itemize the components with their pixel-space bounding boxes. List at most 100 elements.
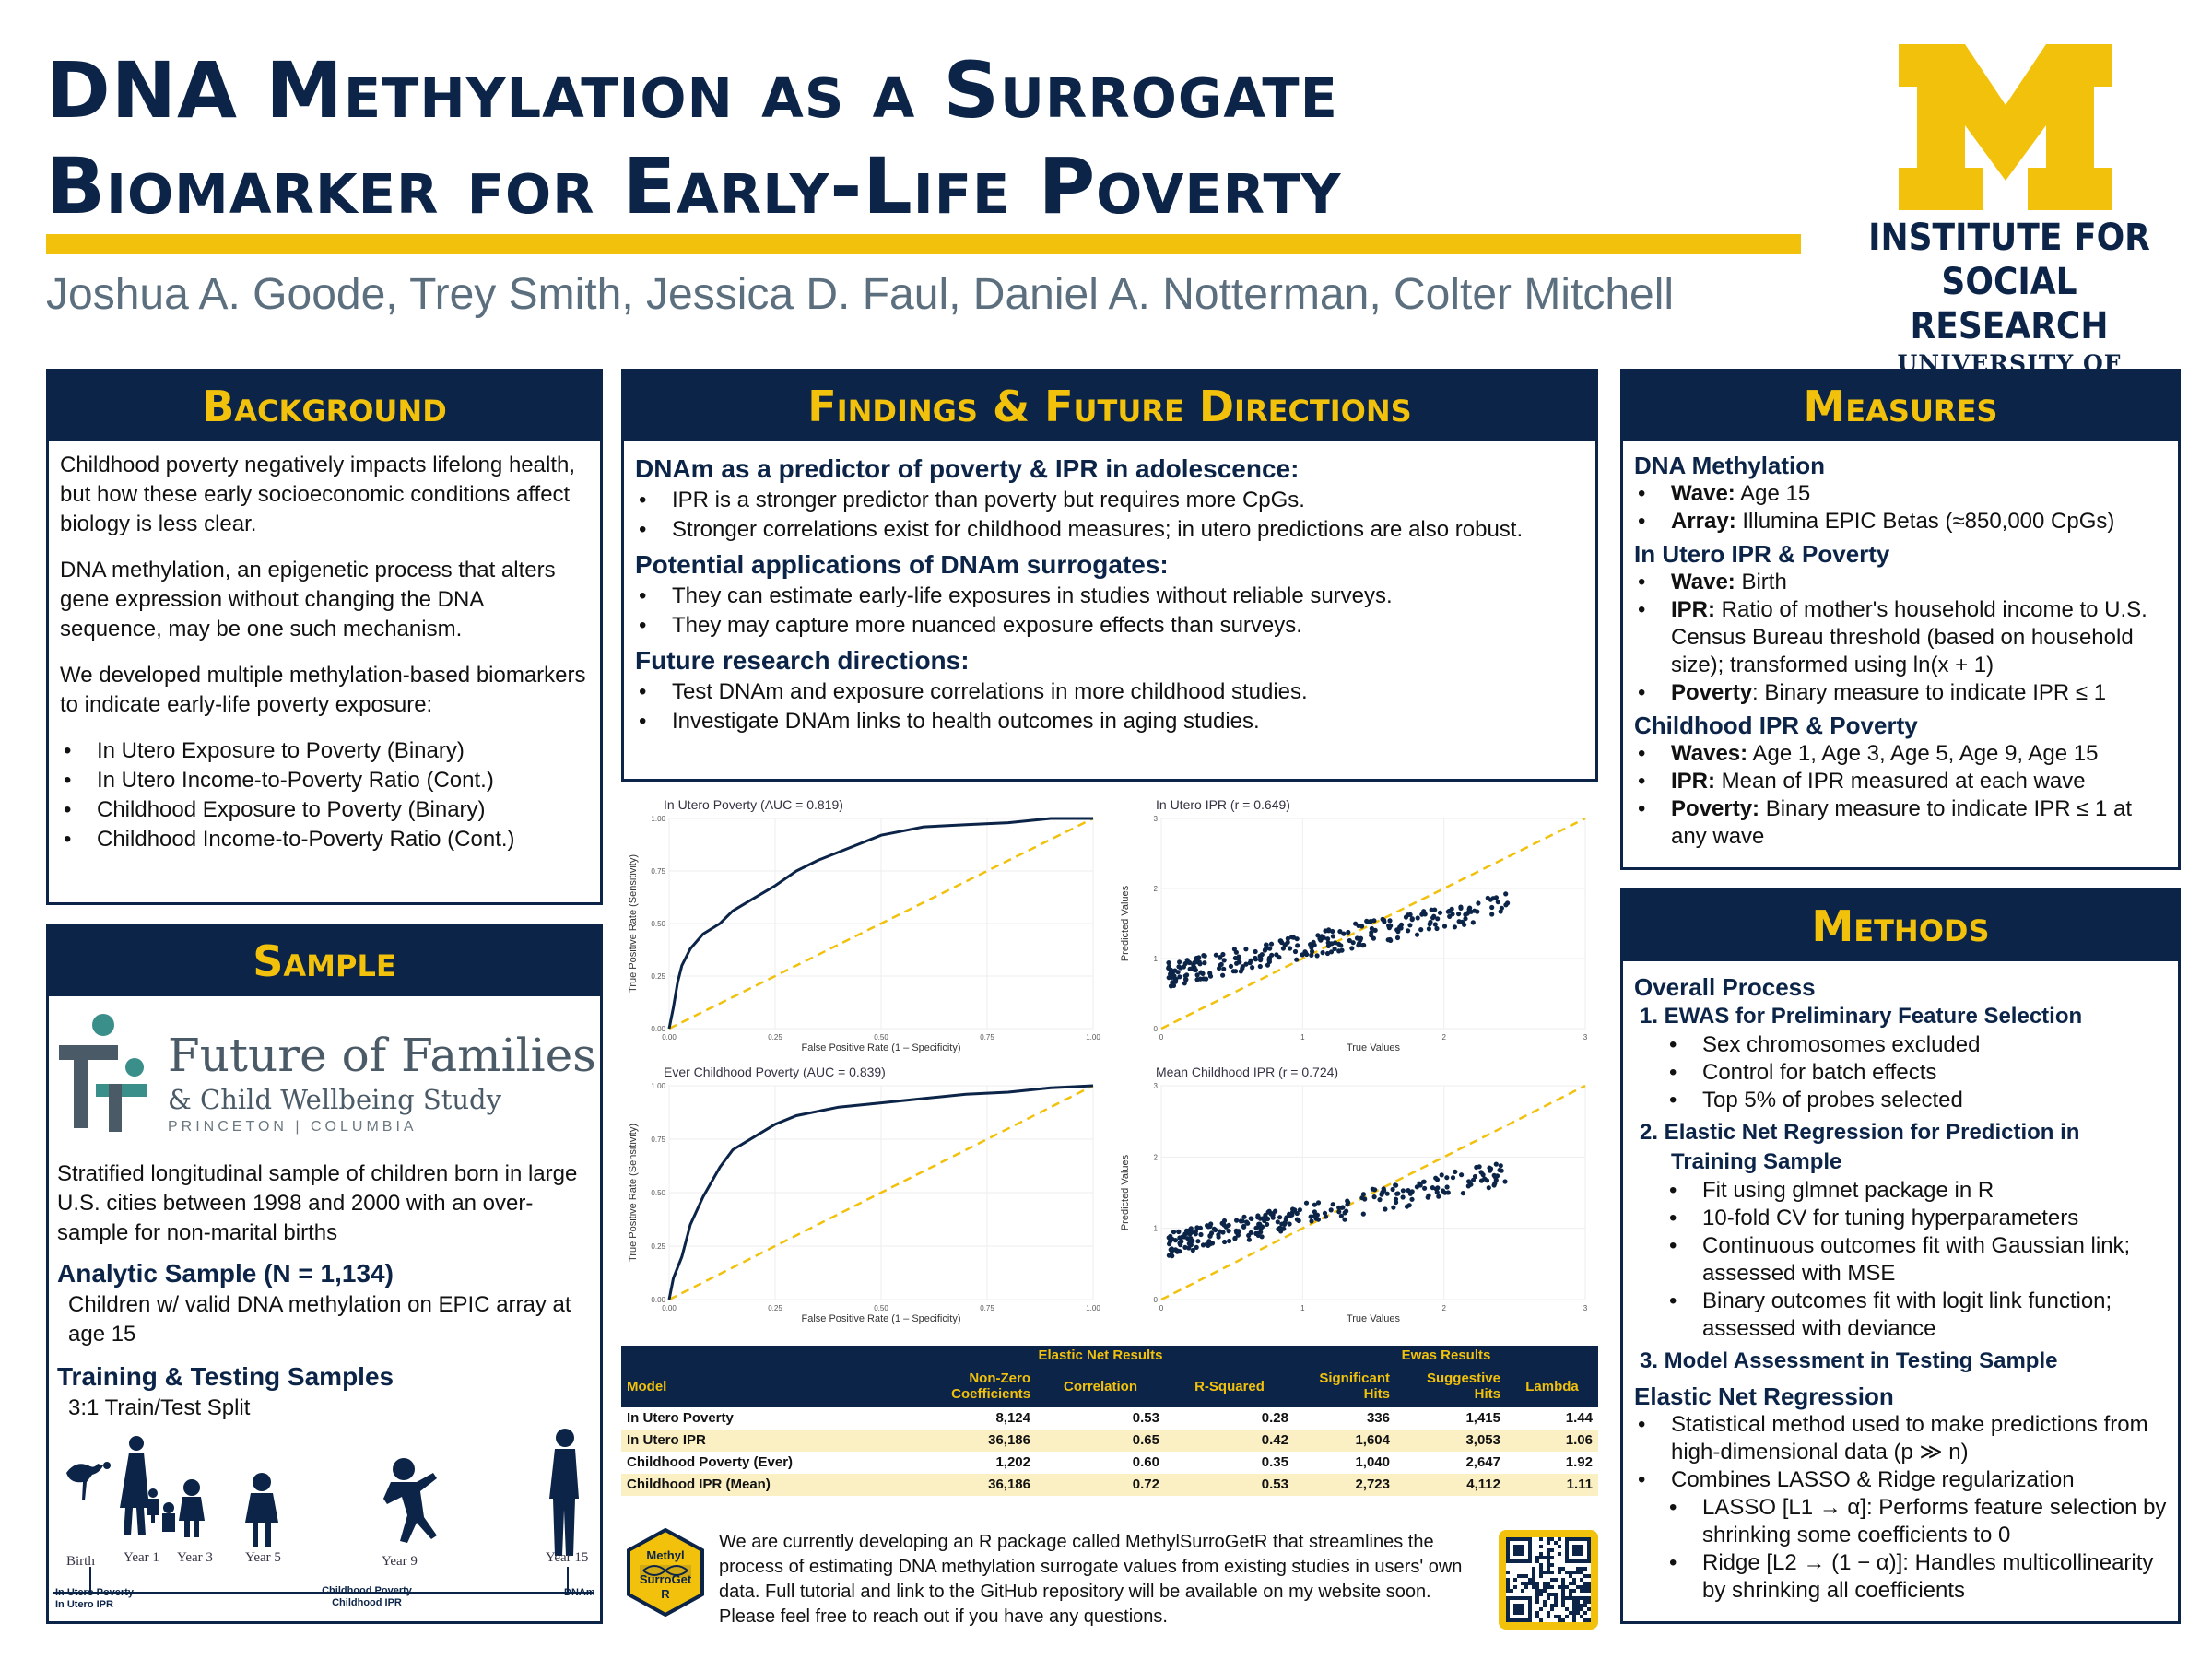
table-cell: 1,415 <box>1395 1407 1506 1430</box>
qr-module <box>1580 1585 1583 1589</box>
qr-module <box>1528 1578 1532 1582</box>
author-list: Joshua A. Goode, Trey Smith, Jessica D. … <box>46 270 1675 319</box>
scatter-point <box>1434 1177 1441 1182</box>
scatter-point <box>1341 931 1347 936</box>
qr-module <box>1561 1596 1565 1600</box>
measures-heading: Measures <box>1623 371 2178 441</box>
scatter-point <box>1325 936 1331 942</box>
scatter-in-utero-ipr-chart: In Utero IPR (r = 0.649) 0 1 2 3 0 1 2 3 True Val… <box>1115 794 1594 1058</box>
scatter-point <box>1439 1172 1444 1178</box>
qr-module <box>1524 1574 1528 1578</box>
qr-module <box>1539 1537 1543 1541</box>
qr-module <box>1543 1556 1547 1559</box>
table-cell: 1.92 <box>1506 1452 1598 1474</box>
scatter-point <box>1444 1184 1450 1190</box>
x-tick-label: 1 <box>1300 1033 1305 1041</box>
scatter-point <box>1232 1236 1238 1241</box>
scatter-point <box>1240 964 1245 970</box>
scatter-point <box>1463 912 1468 917</box>
qr-module <box>1543 1600 1547 1604</box>
qr-module <box>1580 1567 1583 1571</box>
scatter-point <box>1221 958 1227 963</box>
scatter-point <box>1489 904 1495 911</box>
scatter-point <box>1417 1181 1422 1186</box>
scatter-point <box>1452 924 1457 930</box>
qr-code-icon[interactable] <box>1499 1530 1598 1630</box>
qr-module <box>1572 1604 1576 1607</box>
timeline-year-1: Year 1 <box>124 1550 159 1565</box>
scatter-point <box>1339 947 1345 953</box>
qr-module <box>1580 1578 1583 1582</box>
x-tick-label: 0.00 <box>662 1304 677 1312</box>
hex-logo-line2: SurroGet <box>639 1572 692 1586</box>
scatter-point <box>1445 1190 1451 1195</box>
qr-code-pattern <box>1506 1537 1591 1622</box>
qr-module <box>1535 1611 1539 1615</box>
findings-item: Stronger correlations exist for childhoo… <box>635 515 1584 545</box>
scatter-point <box>1309 952 1314 958</box>
table-header: Non-Zero Coefficients <box>907 1365 1036 1407</box>
future-of-families-logo: Future of Families & Child Wellbeing Stu… <box>59 1005 596 1135</box>
scatter-point <box>1400 1194 1406 1200</box>
scatter-point <box>1393 1182 1398 1188</box>
qr-module <box>1572 1618 1576 1622</box>
scatter-point <box>1197 1225 1203 1230</box>
scatter-point <box>1432 907 1438 912</box>
timeline-label-childhood-poverty: Childhood Poverty <box>322 1585 412 1596</box>
table-cell: 0.53 <box>1036 1407 1165 1430</box>
scatter-point <box>1338 1213 1344 1218</box>
y-tick-label: 2 <box>1154 885 1159 893</box>
qr-module <box>1554 1593 1558 1596</box>
qr-module <box>1565 1615 1569 1618</box>
measure-utero-heading: In Utero IPR & Poverty <box>1634 540 1890 568</box>
qr-module <box>1554 1600 1558 1604</box>
scatter-point <box>1282 942 1288 947</box>
scatter-point <box>1361 942 1367 948</box>
qr-module <box>1547 1563 1550 1567</box>
qr-module <box>1521 1582 1524 1585</box>
qr-module <box>1561 1582 1565 1585</box>
qr-module <box>1539 1593 1543 1596</box>
y-tick-label: 3 <box>1154 815 1159 823</box>
scatter-point <box>1484 1178 1490 1183</box>
y-tick-label: 0.50 <box>651 1189 665 1197</box>
scatter-point <box>1213 1227 1218 1233</box>
table-cell: 4,112 <box>1395 1474 1506 1496</box>
scatter-point <box>1237 959 1242 965</box>
scatter-point <box>1195 1239 1201 1244</box>
sample-description: Stratified longitudinal sample of childr… <box>57 1161 578 1245</box>
scatter-point <box>1486 1185 1491 1191</box>
table-cell-model: Childhood IPR (Mean) <box>621 1474 907 1496</box>
scatter-point <box>1220 972 1226 978</box>
timeline-year-9: Year 9 <box>382 1554 418 1569</box>
table-cell: 1.44 <box>1506 1407 1598 1430</box>
scatter-point <box>1502 1179 1508 1184</box>
table-cell: 1.06 <box>1506 1430 1598 1452</box>
scatter-point <box>1255 1213 1261 1218</box>
sample-heading: Sample <box>49 926 600 996</box>
qr-module <box>1539 1552 1543 1556</box>
scatter-point <box>1171 1230 1177 1235</box>
scatter-point <box>1213 952 1218 958</box>
reference-diagonal <box>1160 1084 1586 1301</box>
scatter-point <box>1409 1196 1415 1202</box>
y-tick-label: 0 <box>1154 1296 1159 1304</box>
y-tick-label: 2 <box>1154 1153 1159 1161</box>
analytic-sample-heading: Analytic Sample (N = 1,134) <box>57 1259 394 1288</box>
qr-module <box>1550 1563 1554 1567</box>
scatter-point <box>1248 958 1253 963</box>
y-axis-label: True Positive Rate (Sensitivity) <box>628 854 639 993</box>
scatter-point <box>1371 1194 1377 1200</box>
methods-step-2: 2. Elastic Net Regression for Prediction… <box>1640 1120 2080 1174</box>
measure-childhood-heading: Childhood IPR & Poverty <box>1634 712 1918 739</box>
qr-module <box>1506 1589 1510 1593</box>
methods-item: Control for batch effects <box>1665 1059 2167 1087</box>
timeline-birth: Birth <box>66 1554 95 1569</box>
qr-module <box>1539 1545 1543 1548</box>
isr-logo-line2: SOCIAL RESEARCH <box>1910 261 2109 347</box>
qr-module <box>1572 1571 1576 1574</box>
qr-module <box>1547 1611 1550 1615</box>
scatter-point <box>1430 915 1436 921</box>
qr-module <box>1547 1552 1550 1556</box>
table-row: In Utero Poverty 8,124 0.53 0.28 336 1,415 1.4… <box>621 1407 1598 1430</box>
